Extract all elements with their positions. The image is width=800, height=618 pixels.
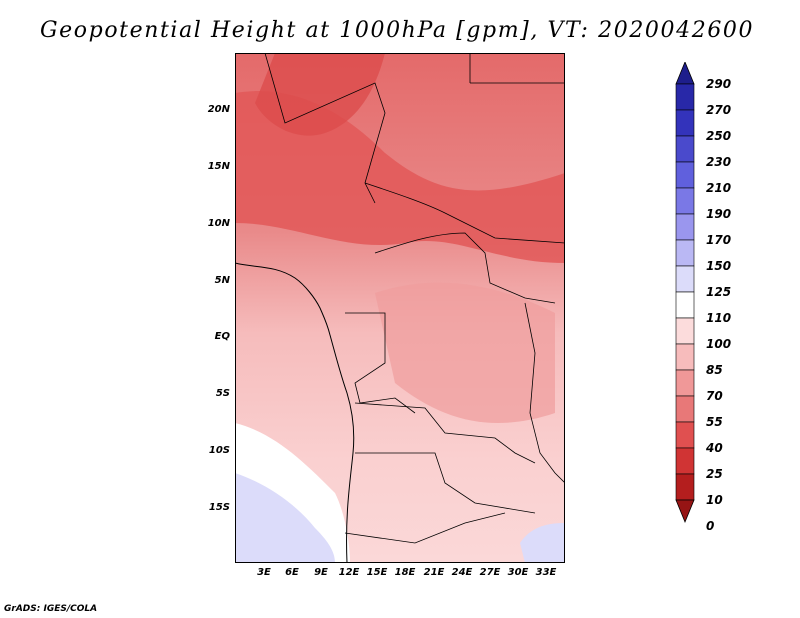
lon-label-15e: 15E [366, 567, 388, 578]
colorbar-segment [675, 265, 695, 293]
border-9 [344, 512, 506, 544]
lon-label-9e: 9E [314, 567, 328, 578]
colorbar-label: 70 [706, 389, 723, 403]
colorbar-label: 210 [706, 181, 732, 195]
colorbar-segment [675, 291, 695, 319]
colorbar-segment [675, 395, 695, 423]
colorbar-segment [675, 161, 695, 189]
lon-label-27e: 27E [479, 567, 501, 578]
border-1 [264, 53, 386, 204]
colorbar-segment [675, 343, 695, 371]
colorbar-segment [675, 447, 695, 475]
lon-label-33e: 33E [535, 567, 557, 578]
border-7 [355, 452, 536, 514]
lon-label-30e: 30E [507, 567, 529, 578]
map-plot [235, 53, 565, 563]
border-4 [374, 232, 556, 304]
lat-label-5n: 5N [214, 275, 230, 286]
colorbar-segment [675, 213, 695, 241]
colorbar-label: 10 [706, 493, 723, 507]
border-8 [524, 302, 565, 484]
grads-credit: GrADS: IGES/COLA [4, 604, 98, 614]
colorbar-label: 0 [706, 519, 715, 533]
colorbar-label: 250 [706, 129, 732, 143]
colorbar-label: 125 [706, 285, 732, 299]
colorbar-label: 100 [706, 337, 732, 351]
colorbar-segment [675, 83, 695, 111]
colorbar-segment [675, 239, 695, 267]
colorbar-segment [675, 317, 695, 345]
lon-label-3e: 3E [257, 567, 271, 578]
colorbar-label: 150 [706, 259, 732, 273]
field-blue-southeast [520, 523, 565, 563]
colorbar-segment [675, 369, 695, 397]
field-low-northwest [255, 53, 385, 136]
lon-label-12e: 12E [338, 567, 360, 578]
lon-label-24e: 24E [451, 567, 473, 578]
colorbar-label: 290 [706, 77, 732, 91]
colorbar-label: 170 [706, 233, 732, 247]
lat-label-5s: 5S [215, 388, 230, 399]
colorbar-label: 270 [706, 103, 732, 117]
lat-label-10s: 10S [208, 445, 230, 456]
colorbar-label: 190 [706, 207, 732, 221]
colorbar [675, 62, 695, 524]
lon-label-21e: 21E [423, 567, 445, 578]
colorbar-segment [675, 473, 695, 501]
border-2 [364, 182, 565, 244]
colorbar-label: 40 [706, 441, 723, 455]
colorbar-label: 85 [706, 363, 723, 377]
lon-label-6e: 6E [285, 567, 299, 578]
border-3 [469, 53, 565, 84]
map-frame [235, 53, 565, 563]
colorbar-segment [675, 109, 695, 137]
coastline [235, 262, 355, 563]
lat-label-10n: 10N [207, 218, 230, 229]
colorbar-segment [675, 135, 695, 163]
lat-label-eq: EQ [214, 331, 230, 342]
lon-label-18e: 18E [394, 567, 416, 578]
colorbar-label: 230 [706, 155, 732, 169]
colorbar-segment [675, 187, 695, 215]
lat-label-15n: 15N [207, 161, 230, 172]
border-6 [354, 402, 536, 464]
colorbar-label: 55 [706, 415, 723, 429]
border-5 [345, 312, 416, 414]
colorbar-label: 25 [706, 467, 723, 481]
field-mid-congo [375, 282, 555, 423]
colorbar-top-arrow [675, 62, 695, 85]
colorbar-bottom-arrow [675, 499, 695, 524]
field-blue-southwest [235, 473, 335, 563]
colorbar-label: 110 [706, 311, 732, 325]
colorbar-segment [675, 421, 695, 449]
lat-label-20n: 20N [207, 104, 230, 115]
lat-label-15s: 15S [208, 502, 230, 513]
chart-title: Geopotential Height at 1000hPa [gpm], VT… [40, 18, 755, 43]
